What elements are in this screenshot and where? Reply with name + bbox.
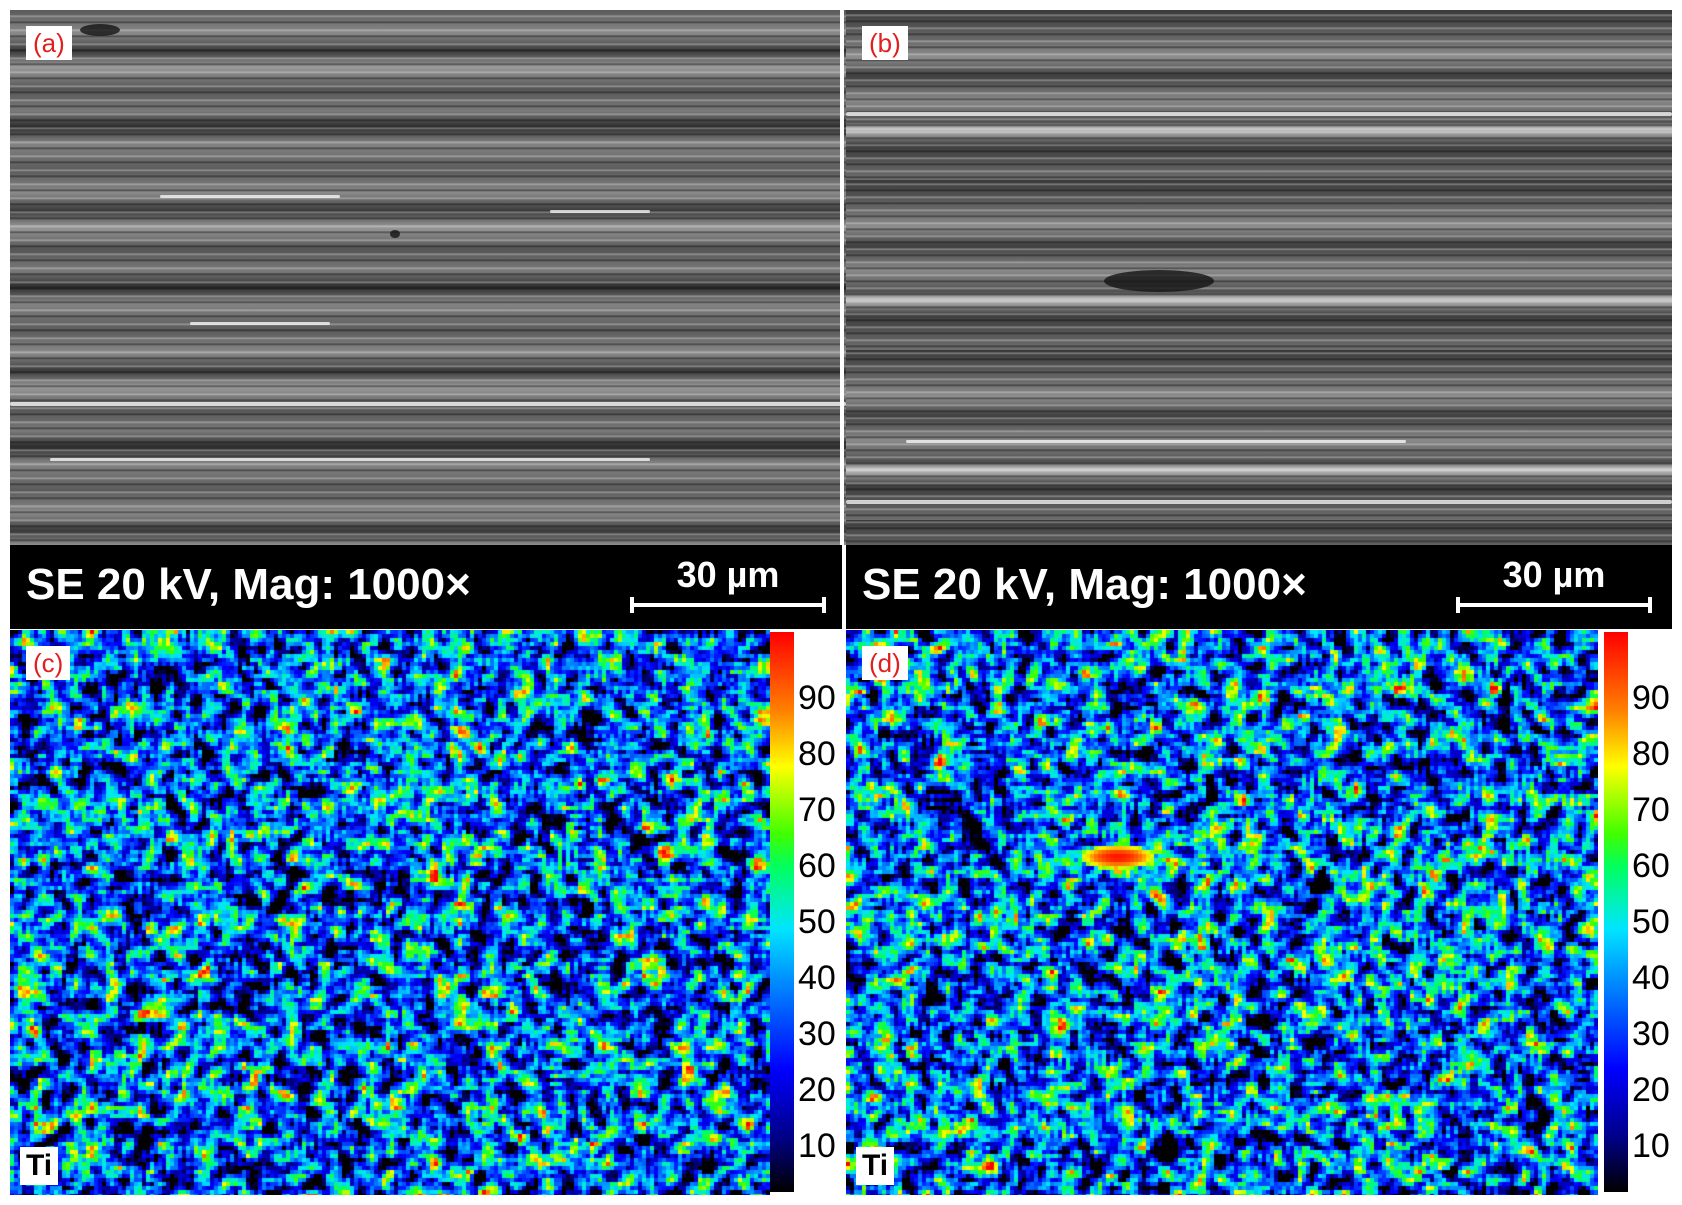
surface-pit [390, 230, 400, 238]
colorbar-tick: 70 [798, 791, 836, 829]
colorbar-tick: 20 [798, 1071, 836, 1109]
element-label-d: Ti [856, 1147, 895, 1185]
ti-intensity-map [10, 630, 770, 1195]
scale-bar-label: 30 µm [676, 554, 780, 595]
colorbar-tick: 10 [1632, 1127, 1670, 1165]
colorbar-tick: 80 [1632, 735, 1670, 773]
colorbar-tick: 30 [1632, 1015, 1670, 1053]
eds-map-c: (c) Ti [10, 630, 770, 1195]
surface-streak [906, 440, 1406, 443]
ti-intensity-map [846, 630, 1598, 1195]
colorbar-d [1604, 632, 1628, 1192]
colorbar-tick: 20 [1632, 1071, 1670, 1109]
colorbar-tick: 10 [798, 1127, 836, 1165]
colorbar-tick: 30 [798, 1015, 836, 1053]
eds-map-d: (d) Ti [846, 630, 1598, 1195]
surface-streak [550, 210, 650, 213]
element-label-c: Ti [20, 1147, 59, 1185]
imaging-conditions: SE 20 kV, Mag: 1000× [26, 560, 471, 609]
colorbar-tick: 40 [1632, 959, 1670, 997]
surface-streak [846, 500, 1672, 504]
panel-label-c: (c) [26, 646, 71, 680]
sem-texture-a [10, 10, 846, 545]
surface-streak [846, 112, 1672, 116]
sem-image-b: (b) [846, 10, 1672, 545]
panel-label-d: (d) [862, 646, 908, 680]
scale-bar-label: 30 µm [1502, 554, 1606, 595]
sem-texture-b [846, 10, 1672, 545]
scale-bar [630, 597, 826, 613]
colorbar-tick: 60 [1632, 847, 1670, 885]
info-bar-right: SE 20 kV, Mag: 1000× 30 µm [846, 545, 1672, 629]
surface-streak [10, 402, 846, 406]
surface-streak [190, 322, 330, 325]
colorbar-tick: 80 [798, 735, 836, 773]
scale-bar [1456, 597, 1652, 613]
panel-label-b: (b) [862, 26, 908, 60]
colorbar-c [770, 632, 794, 1192]
surface-streak [50, 458, 650, 461]
surface-pit [1104, 270, 1214, 292]
colorbar-tick: 90 [1632, 679, 1670, 717]
colorbar-tick: 60 [798, 847, 836, 885]
colorbar-tick: 50 [1632, 903, 1670, 941]
colorbar-tick: 70 [1632, 791, 1670, 829]
panel-divider [840, 10, 844, 545]
info-bar-left: SE 20 kV, Mag: 1000× 30 µm [10, 545, 842, 629]
surface-streak [160, 195, 340, 198]
colorbar-tick: 90 [798, 679, 836, 717]
colorbar-tick: 40 [798, 959, 836, 997]
panel-label-a: (a) [26, 26, 72, 60]
colorbar-tick: 50 [798, 903, 836, 941]
imaging-conditions: SE 20 kV, Mag: 1000× [862, 560, 1307, 609]
sem-image-a: (a) [10, 10, 846, 545]
surface-pit [80, 24, 120, 36]
